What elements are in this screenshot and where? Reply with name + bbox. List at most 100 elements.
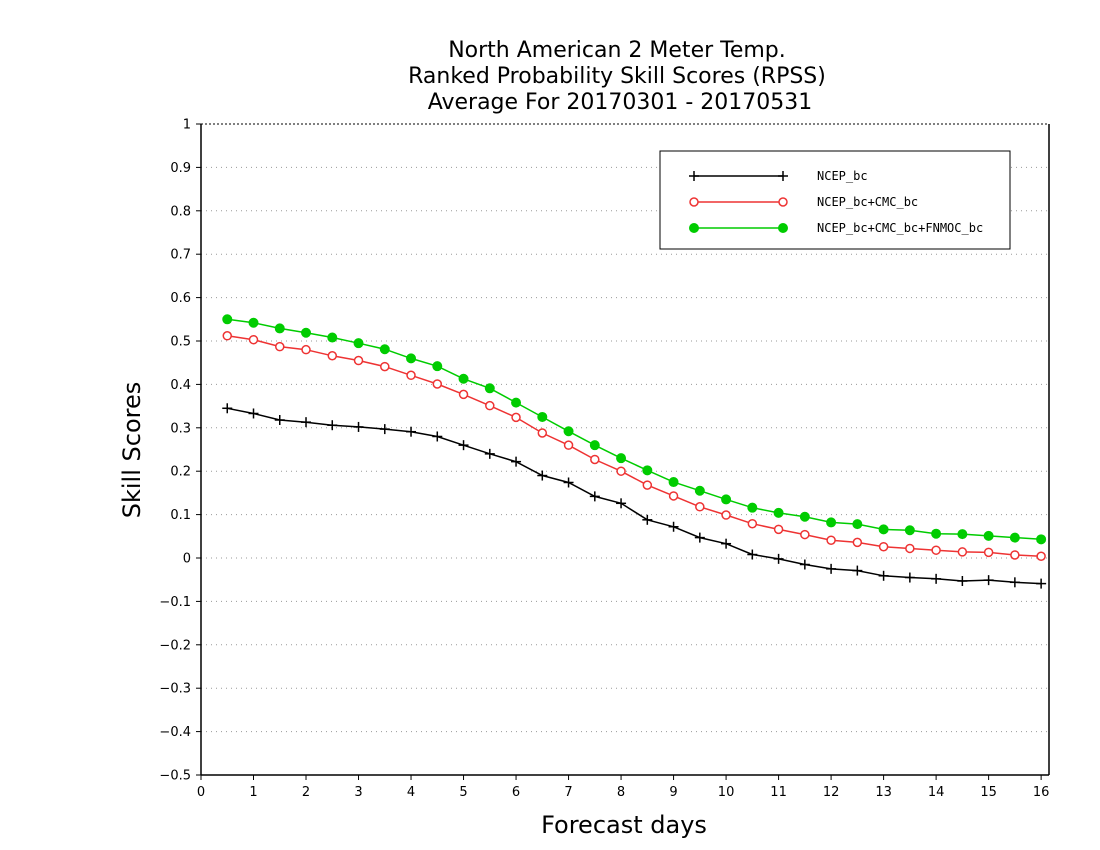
series-ncep-bc-cmc-bc-point-26: [905, 543, 915, 554]
series-ncep-bc-cmc-bc-point-3: [301, 344, 311, 355]
y-tick-label-9: 0.4: [170, 378, 191, 393]
series-ncep-bc-cmc-bc-fnmoc-bc-point-5: [353, 338, 364, 349]
series-ncep-bc-point-22: [799, 559, 810, 570]
series-ncep-bc-cmc-bc-point-6: [380, 361, 390, 372]
x-tick-label-4: 4: [407, 785, 415, 800]
series-ncep-bc-cmc-bc-fnmoc-bc-point-10: [484, 383, 495, 394]
series-ncep-bc-cmc-bc-fnmoc-bc-point-11: [511, 397, 522, 408]
series-ncep-bc-cmc-bc-point-21: [773, 524, 784, 535]
legend-item-0-marker-start: [689, 171, 699, 181]
y-tick-label-6: 0.1: [170, 508, 191, 523]
title-line-1: North American 2 Meter Temp.: [448, 38, 786, 63]
series-ncep-bc-cmc-bc-fnmoc-bc-point-23: [826, 517, 837, 528]
series-ncep-bc-point-25: [878, 570, 889, 581]
series-ncep-bc-point-16: [642, 514, 653, 525]
series-ncep-bc-cmc-bc-fnmoc-bc-point-30: [1009, 532, 1020, 543]
x-tick-label-12: 12: [823, 785, 840, 800]
series-ncep-bc-cmc-bc-point-2: [275, 341, 285, 352]
series-ncep-bc-cmc-bc-fnmoc-bc-point-29: [983, 530, 994, 541]
series-ncep-bc-cmc-bc-point-7: [406, 370, 416, 381]
y-tick-label-10: 0.5: [170, 335, 191, 350]
series-ncep-bc-point-0: [222, 403, 233, 414]
series-ncep-bc-cmc-bc-fnmoc-bc-point-0: [222, 314, 233, 325]
series-ncep-bc-cmc-bc-fnmoc-bc-point-12: [537, 411, 548, 422]
x-tick-label-14: 14: [928, 785, 945, 800]
series-ncep-bc-cmc-bc-fnmoc-bc-point-28: [957, 529, 968, 540]
series-ncep-bc-cmc-bc-fnmoc-bc-point-15: [616, 453, 627, 464]
series-ncep-bc-cmc-bc-line: [227, 335, 1042, 558]
series-ncep-bc-cmc-bc-point-9: [458, 389, 469, 400]
series-group: [222, 314, 1047, 589]
x-axis-ticks: 0 1 2 3 4 5 6 7 8 9 10 11 12 13 14 15 16: [197, 775, 1049, 800]
y-tick-label-7: 0.2: [170, 465, 191, 480]
series-ncep-bc-cmc-bc-fnmoc-bc-point-4: [327, 332, 338, 343]
series-ncep-bc-line: [227, 407, 1042, 585]
series-ncep-bc-cmc-bc-fnmoc-bc-point-22: [799, 511, 810, 522]
series-ncep-bc-cmc-bc-fnmoc-bc-point-16: [642, 465, 653, 476]
series-ncep-bc-point-23: [826, 563, 837, 574]
title-line-2: Ranked Probability Skill Scores (RPSS): [408, 64, 826, 89]
series-ncep-bc-point-28: [957, 576, 968, 587]
x-tick-label-9: 9: [669, 785, 677, 800]
series-ncep-bc-cmc-bc-point-14: [590, 454, 600, 465]
series-ncep-bc-cmc-bc-point-10: [485, 400, 495, 411]
series-ncep-bc-cmc-bc-point-25: [878, 541, 889, 552]
series-ncep-bc-point-11: [511, 456, 522, 467]
y-tick-label-8: 0.3: [170, 421, 191, 436]
series-ncep-bc-cmc-bc-fnmoc-bc-point-18: [694, 485, 705, 496]
series-ncep-bc-cmc-bc-fnmoc-bc-point-17: [668, 477, 679, 488]
series-ncep-bc-cmc-bc-fnmoc-bc-point-1: [248, 317, 259, 328]
series-ncep-bc-cmc-bc-point-27: [931, 545, 941, 555]
y-tick-label-11: 0.6: [170, 291, 191, 306]
series-ncep-bc-cmc-bc-point-18: [695, 502, 705, 512]
series-ncep-bc-cmc-bc-point-13: [563, 440, 574, 450]
series-ncep-bc-cmc-bc-point-24: [852, 537, 863, 548]
series-ncep-bc-cmc-bc-fnmoc-bc-point-24: [852, 519, 863, 530]
series-ncep-bc-point-20: [747, 549, 758, 560]
series-ncep-bc-point-1: [248, 408, 259, 419]
legend-item-2-marker-start: [689, 223, 699, 233]
series-ncep-bc-point-19: [721, 538, 732, 549]
y-tick-label-3: −0.2: [159, 638, 191, 653]
x-tick-label-2: 2: [302, 785, 310, 800]
series-ncep-bc-point-9: [458, 440, 469, 451]
x-axis-title: Forecast days: [541, 811, 707, 839]
series-ncep-bc-cmc-bc-point-19: [721, 510, 731, 520]
x-tick-label-13: 13: [875, 785, 892, 800]
chart-title: North American 2 Meter Temp. Ranked Prob…: [408, 38, 826, 115]
series-ncep-bc-point-31: [1036, 578, 1047, 589]
x-tick-label-5: 5: [459, 785, 467, 800]
y-axis-title: Skill Scores: [118, 382, 146, 519]
series-ncep-bc-cmc-bc-fnmoc-bc-point-20: [747, 502, 758, 513]
series-ncep-bc-cmc-bc-fnmoc-bc-point-27: [931, 528, 942, 539]
series-ncep-bc-cmc-bc-point-15: [616, 466, 626, 476]
legend-item-0-label: NCEP_bc: [817, 169, 868, 183]
y-axis-ticks: −0.5 −0.4 −0.3 −0.2 −0.1 0 0.1 0.2 0.3 0.4 0.5 0.6 0…: [159, 118, 201, 784]
series-ncep-bc-cmc-bc-fnmoc-bc-point-7: [406, 353, 417, 364]
x-tick-label-15: 15: [980, 785, 997, 800]
x-tick-label-7: 7: [564, 785, 572, 800]
series-ncep-bc-point-7: [406, 426, 417, 437]
series-ncep-bc-point-14: [589, 491, 600, 502]
x-tick-label-0: 0: [197, 785, 205, 800]
series-ncep-bc-cmc-bc-fnmoc-bc-line: [227, 318, 1042, 541]
series-ncep-bc-cmc-bc-fnmoc-bc-point-14: [589, 440, 600, 451]
legend-box: [659, 150, 1011, 250]
series-ncep-bc-cmc-bc-point-28: [957, 547, 968, 557]
series-ncep-bc-point-30: [1009, 577, 1020, 588]
y-tick-label-4: −0.1: [159, 595, 191, 610]
series-ncep-bc-cmc-bc-fnmoc-bc-point-6: [379, 344, 390, 355]
series-ncep-bc-cmc-bc-fnmoc-bc-point-26: [904, 525, 915, 536]
x-tick-label-8: 8: [617, 785, 625, 800]
y-tick-label-14: 0.9: [170, 161, 191, 176]
series-ncep-bc-cmc-bc-point-30: [1010, 550, 1020, 560]
series-ncep-bc-point-18: [694, 532, 705, 543]
y-tick-label-5: 0: [183, 552, 191, 567]
series-ncep-bc-cmc-bc-point-0: [222, 331, 233, 341]
series-ncep-bc-cmc-bc-point-20: [747, 518, 758, 529]
y-tick-label-2: −0.3: [159, 682, 191, 697]
series-ncep-bc-cmc-bc: [222, 331, 1046, 562]
series-ncep-bc-point-4: [327, 420, 338, 431]
x-tick-label-6: 6: [512, 785, 520, 800]
